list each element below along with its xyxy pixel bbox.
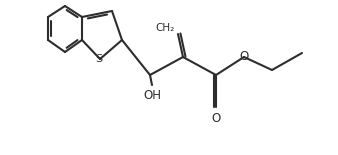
Text: O: O <box>239 51 249 64</box>
Text: Cl: Cl <box>114 0 126 3</box>
Text: O: O <box>211 112 221 125</box>
Text: OH: OH <box>143 89 161 102</box>
Text: S: S <box>95 54 102 64</box>
Text: CH₂: CH₂ <box>156 23 175 33</box>
